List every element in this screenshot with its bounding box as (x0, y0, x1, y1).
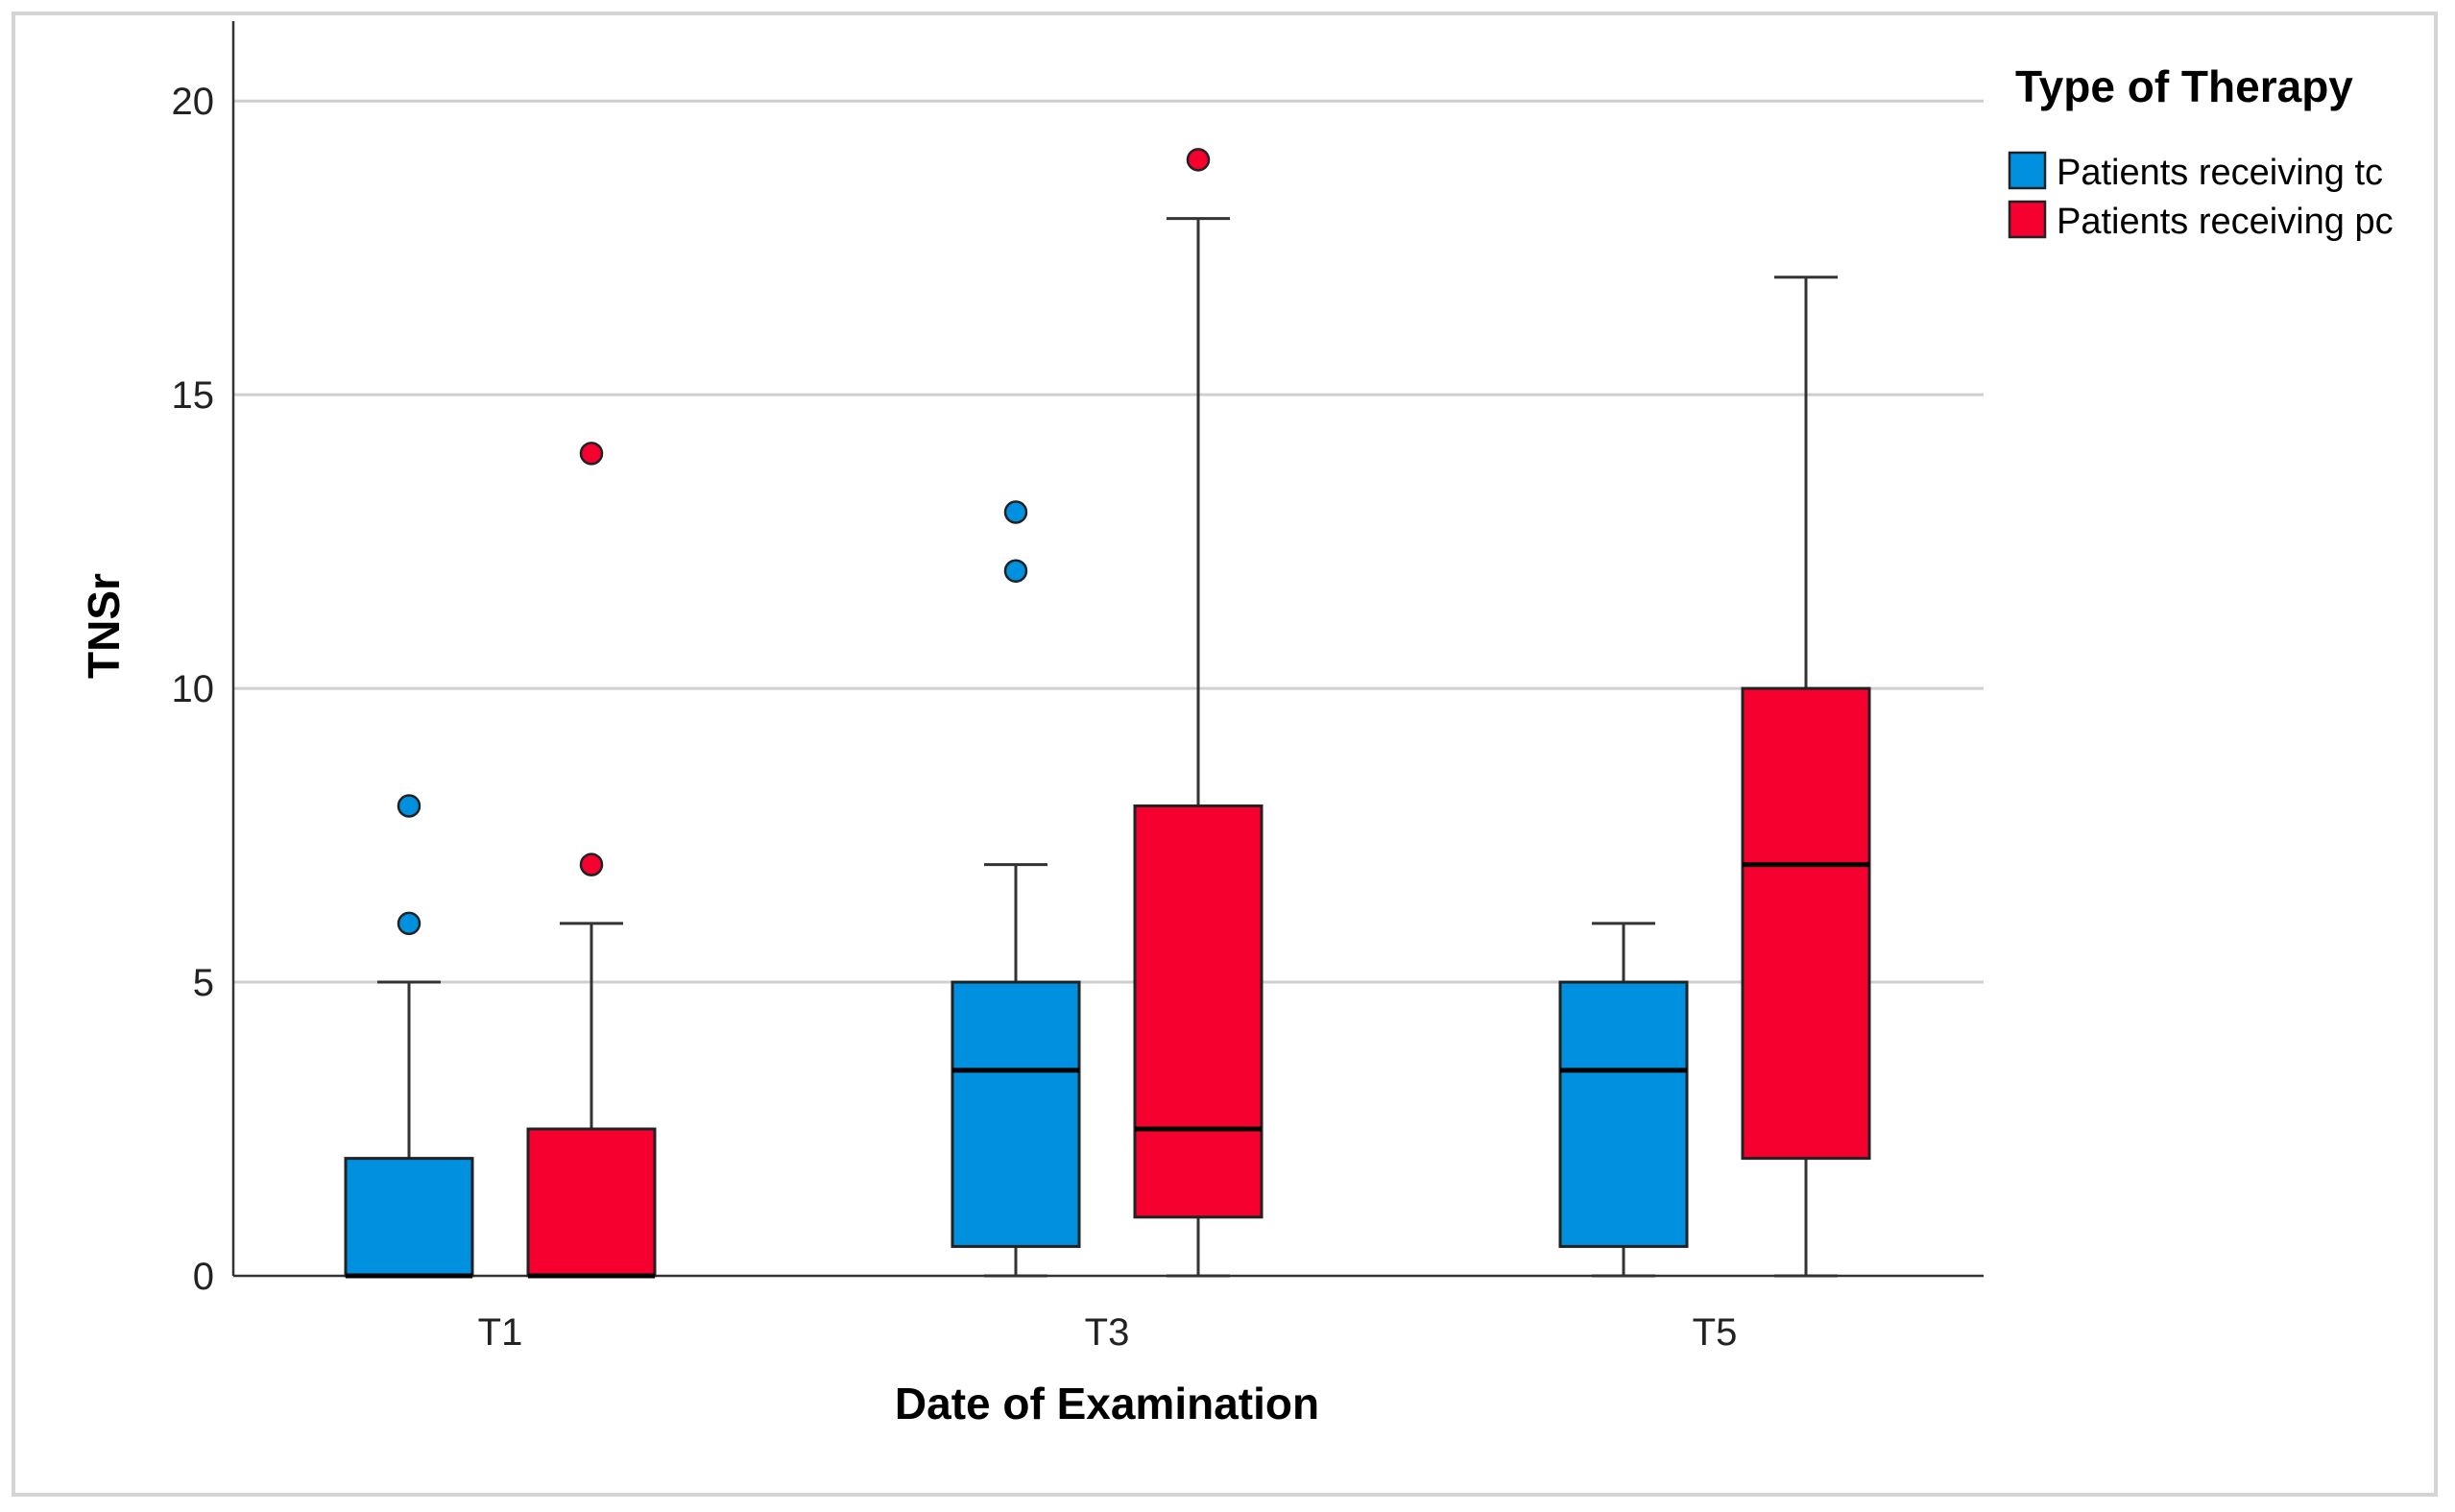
x-tick-label: T5 (1693, 1311, 1738, 1354)
outlier-point (579, 852, 604, 876)
x-tick-label: T3 (1085, 1311, 1130, 1354)
axes (231, 21, 1984, 1278)
box-t5-pc (1741, 276, 1871, 1278)
outlier-point (397, 794, 421, 818)
outlier-point (1186, 148, 1211, 172)
chart-frame: 0 5 10 15 20 T1 T3 T5 TNSr Date of Examination … (12, 12, 2438, 1497)
iqr-box (951, 980, 1081, 1248)
outlier-point (579, 442, 604, 466)
tick-labels: 0 5 10 15 20 T1 T3 T5 (172, 81, 1738, 1354)
box-t1-tc (344, 794, 474, 1279)
iqr-box (1741, 686, 1871, 1161)
iqr-box (1133, 804, 1264, 1219)
iqr-box (526, 1127, 657, 1278)
legend-swatch-tc (2008, 151, 2047, 190)
legend-label-pc: Patients receiving pc (2057, 202, 2394, 242)
legend-swatch-pc (2008, 200, 2047, 239)
box-t5-tc (1558, 922, 1689, 1278)
box-t1-pc (526, 442, 657, 1279)
legend-label-tc: Patients receiving tc (2057, 153, 2383, 193)
y-tick-label: 20 (172, 81, 215, 123)
y-axis-title: TNSr (79, 573, 129, 679)
y-tick-label: 0 (193, 1256, 214, 1298)
y-tick-label: 10 (172, 668, 215, 710)
y-tick-label: 15 (172, 374, 215, 417)
iqr-box (344, 1157, 474, 1278)
x-axis-title: Date of Examination (895, 1379, 1319, 1428)
box-series (344, 148, 1871, 1279)
outlier-point (1003, 500, 1028, 524)
box-t3-tc (951, 500, 1081, 1278)
box-t3-pc (1133, 148, 1264, 1278)
y-tick-label: 5 (193, 962, 214, 1004)
legend: Type of Therapy Patients receiving tc Pat… (2008, 61, 2394, 242)
grid-lines (233, 99, 1984, 984)
outlier-point (1003, 559, 1028, 583)
x-tick-label: T1 (478, 1311, 523, 1354)
iqr-box (1558, 980, 1689, 1248)
legend-title: Type of Therapy (2015, 61, 2353, 111)
outlier-point (397, 911, 421, 936)
